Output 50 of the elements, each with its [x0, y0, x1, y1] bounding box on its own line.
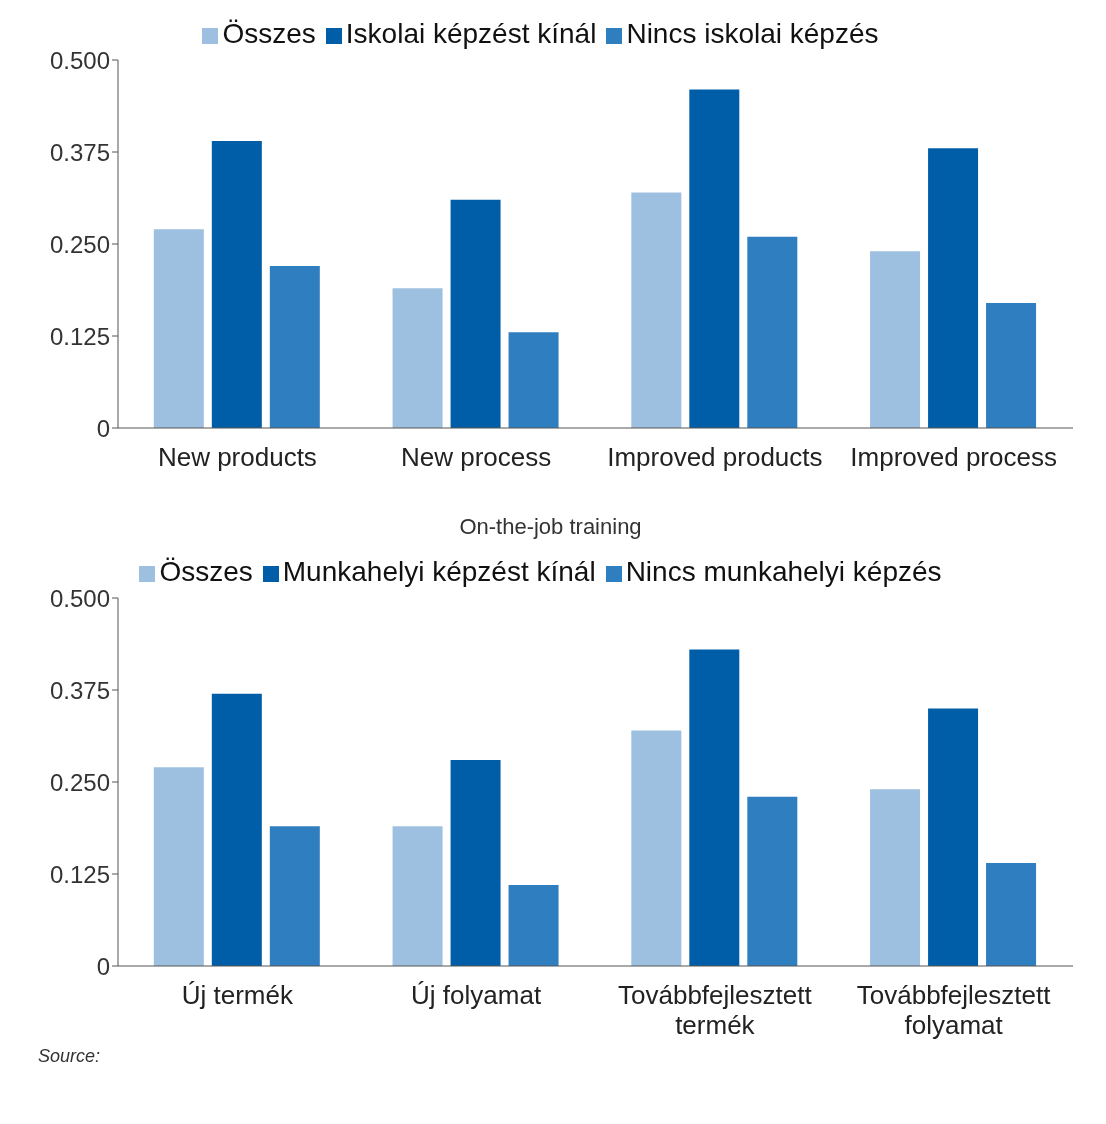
- bar: [986, 302, 1037, 428]
- y-tick-label: 0.125: [49, 860, 110, 888]
- legend-label: Összes: [222, 18, 316, 49]
- x-tick-label: Továbbfejlesztett termék: [618, 980, 813, 1040]
- bar: [211, 140, 262, 428]
- legend-label: Munkahelyi képzést kínál: [282, 556, 596, 587]
- bar: [269, 826, 320, 966]
- x-tick-label: New products: [157, 442, 317, 472]
- y-tick-label: 0.375: [49, 138, 110, 166]
- x-tick-label: Új folyamat: [411, 980, 542, 1010]
- bar: [450, 759, 501, 966]
- bar: [747, 796, 798, 966]
- y-tick-label: 0: [96, 414, 110, 442]
- y-tick-label: 0.250: [49, 230, 110, 258]
- bar: [211, 693, 262, 966]
- y-tick-label: 0: [96, 952, 110, 980]
- y-tick-label: 0.250: [49, 768, 110, 796]
- legend-label: Iskolai képzést kínál: [345, 18, 597, 49]
- x-tick-label: Továbbfejlesztett folyamat: [856, 980, 1052, 1040]
- bar: [689, 649, 740, 966]
- bar: [153, 229, 204, 428]
- y-tick-label: 0.500: [49, 584, 110, 612]
- bar: [631, 192, 682, 428]
- bar: [928, 148, 979, 428]
- x-tick-label: New process: [400, 442, 552, 472]
- bar: [450, 199, 501, 428]
- x-tick-label: Új termék: [181, 980, 294, 1010]
- source-note: Source:: [38, 1046, 102, 1067]
- bar: [269, 266, 320, 428]
- bar: [928, 708, 979, 966]
- legend-label: Nincs iskolai képzés: [626, 18, 879, 49]
- x-tick-label: Improved products: [607, 442, 823, 472]
- bar: [392, 288, 443, 428]
- y-tick-label: 0.125: [49, 322, 110, 350]
- bar: [392, 826, 443, 966]
- bar: [153, 767, 204, 966]
- bar: [508, 332, 559, 428]
- x-tick-label: Improved process: [850, 442, 1057, 472]
- bar: [747, 236, 798, 428]
- bar: [689, 89, 740, 428]
- bar: [870, 789, 921, 966]
- legend-label: Nincs munkahelyi képzés: [625, 556, 942, 587]
- y-tick-label: 0.375: [49, 676, 110, 704]
- legend-label: Összes: [159, 556, 253, 587]
- bar: [631, 730, 682, 966]
- chart-title: On-the-job training: [458, 514, 643, 540]
- bar: [508, 885, 559, 966]
- bar: [870, 251, 921, 428]
- y-tick-label: 0.500: [49, 46, 110, 74]
- bar: [986, 862, 1037, 966]
